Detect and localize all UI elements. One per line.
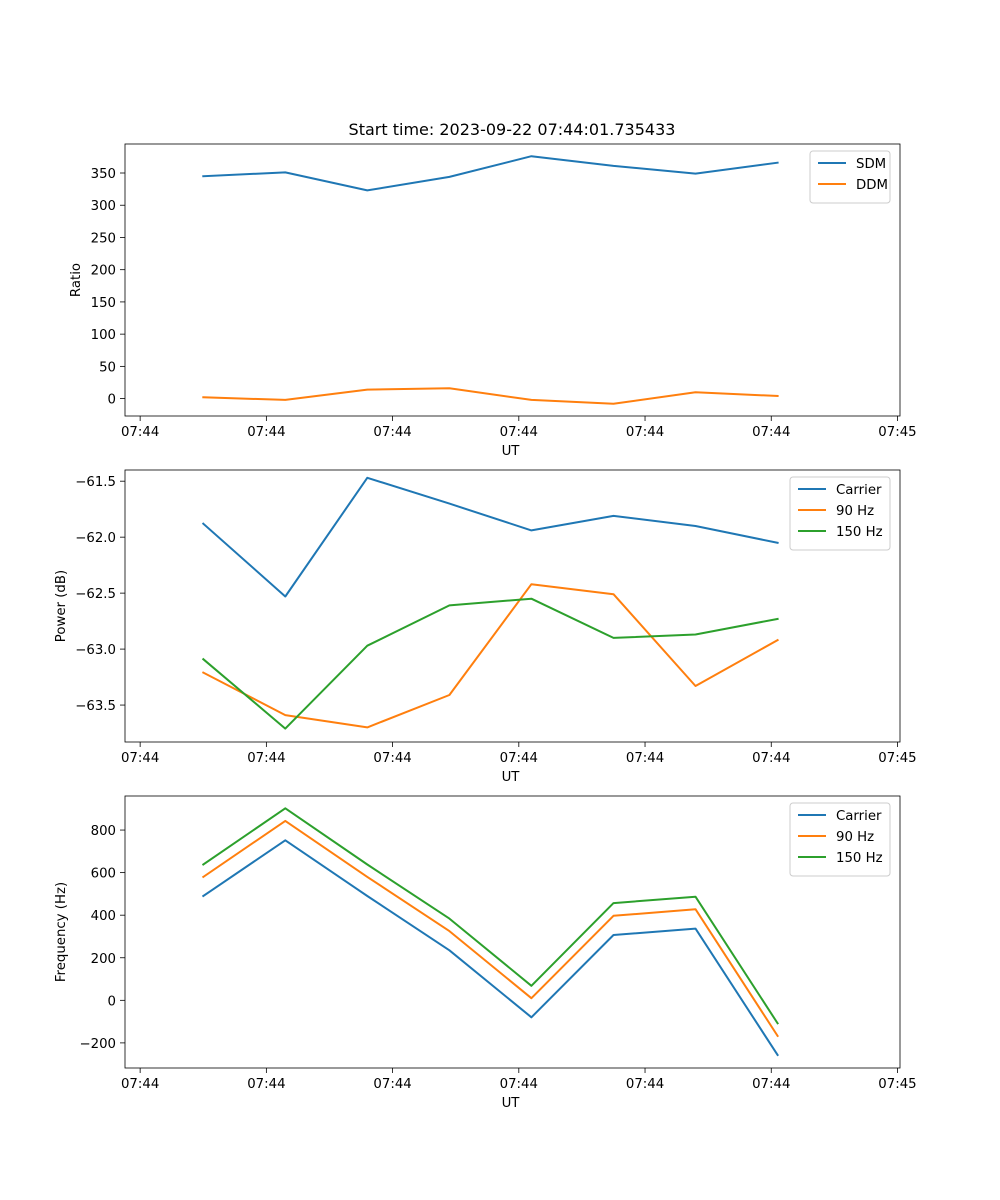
y-tick-label: 0 — [108, 994, 116, 1009]
y-tick-label: 200 — [91, 952, 116, 967]
y-tick-label: 50 — [99, 360, 116, 375]
y-tick-label: 200 — [91, 264, 116, 279]
legend-label: Carrier — [836, 483, 882, 498]
x-tick-label: 07:44 — [626, 1077, 664, 1092]
y-tick-label: 150 — [91, 296, 116, 311]
x-tick-label: 07:45 — [878, 425, 916, 440]
y-tick-label: 800 — [91, 824, 116, 839]
series-line-90-hz — [201, 583, 779, 729]
legend-label: DDM — [856, 178, 888, 193]
x-tick-label: 07:44 — [752, 425, 790, 440]
legend-label: SDM — [856, 157, 886, 172]
y-tick-label: 250 — [91, 231, 116, 246]
y-tick-label: −200 — [79, 1037, 116, 1052]
y-tick-label: 100 — [91, 328, 116, 343]
x-axis-label: UT — [502, 1096, 521, 1111]
y-tick-label: −62.5 — [75, 587, 116, 602]
axes-frame — [124, 469, 901, 743]
y-tick-label: 0 — [108, 393, 116, 408]
y-tick-label: −62.0 — [75, 531, 116, 546]
ratio-panel: 07:44 07:44 07:44 07:44 07:44 07:44 07:45 0 50 10… — [69, 143, 917, 459]
chart-title: Start time: 2023-09-22 07:44:01.735433 — [349, 120, 676, 139]
series-line-carrier — [201, 476, 779, 598]
axes-frame — [124, 795, 901, 1069]
x-tick-label: 07:44 — [121, 1077, 159, 1092]
axes-frame — [124, 143, 901, 417]
x-axis-label: UT — [502, 444, 521, 459]
x-tick-label: 07:44 — [247, 425, 285, 440]
y-tick-label: 350 — [91, 167, 116, 182]
frequency-panel: 07:44 07:44 07:44 07:44 07:44 07:44 07:45 −200 0… — [54, 795, 917, 1111]
x-tick-label: 07:44 — [752, 751, 790, 766]
x-tick-label: 07:44 — [247, 751, 285, 766]
y-tick-label: 600 — [91, 867, 116, 882]
x-tick-label: 07:44 — [752, 1077, 790, 1092]
legend: Carrier 90 Hz 150 Hz — [789, 476, 891, 551]
series-line-carrier — [201, 839, 779, 1057]
x-tick-label: 07:45 — [878, 1077, 916, 1092]
x-tick-label: 07:44 — [121, 751, 159, 766]
x-tick-label: 07:45 — [878, 751, 916, 766]
y-tick-label: −63.5 — [75, 699, 116, 714]
y-tick-label: −63.0 — [75, 643, 116, 658]
legend-label: Carrier — [836, 809, 882, 824]
legend: SDM DDM — [809, 150, 891, 204]
x-tick-label: 07:44 — [373, 425, 411, 440]
x-tick-label: 07:44 — [121, 425, 159, 440]
y-axis-label: Power (dB) — [54, 570, 69, 642]
y-tick-label: 400 — [91, 909, 116, 924]
series-line-150-hz — [201, 597, 779, 730]
y-tick-label: −61.5 — [75, 475, 116, 490]
y-tick-label: 300 — [91, 199, 116, 214]
x-tick-label: 07:44 — [373, 751, 411, 766]
x-tick-label: 07:44 — [247, 1077, 285, 1092]
legend-label: 90 Hz — [836, 830, 874, 845]
x-tick-label: 07:44 — [373, 1077, 411, 1092]
legend-label: 90 Hz — [836, 504, 874, 519]
series-line-90-hz — [201, 819, 779, 1038]
x-tick-label: 07:44 — [500, 751, 538, 766]
legend-label: 150 Hz — [836, 851, 883, 866]
x-tick-label: 07:44 — [500, 1077, 538, 1092]
x-tick-label: 07:44 — [500, 425, 538, 440]
series-line-ddm — [202, 387, 779, 405]
x-tick-label: 07:44 — [626, 751, 664, 766]
legend-label: 150 Hz — [836, 525, 883, 540]
x-tick-label: 07:44 — [626, 425, 664, 440]
power-panel: 07:44 07:44 07:44 07:44 07:44 07:44 07:45 −63.5… — [54, 469, 917, 785]
y-axis-label: Frequency (Hz) — [54, 882, 69, 982]
legend: Carrier 90 Hz 150 Hz — [789, 802, 891, 877]
series-line-150-hz — [201, 807, 779, 1025]
x-axis-label: UT — [502, 770, 521, 785]
y-axis-label: Ratio — [69, 263, 84, 297]
series-line-sdm — [202, 155, 779, 192]
